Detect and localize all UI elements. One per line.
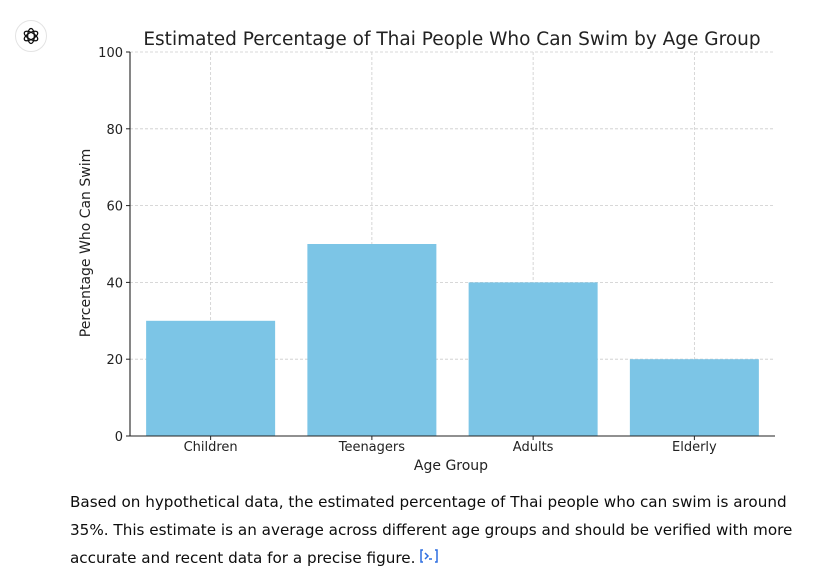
openai-logo-icon (23, 27, 39, 45)
x-tick-label: Teenagers (338, 440, 406, 455)
y-tick-label: 80 (106, 123, 123, 138)
y-tick-label: 20 (106, 353, 123, 368)
message-text: Based on hypothetical data, the estimate… (70, 493, 793, 567)
bar-children (146, 320, 276, 436)
y-tick-label: 40 (106, 276, 123, 291)
bar-chart: Estimated Percentage of Thai People Who … (70, 18, 790, 478)
x-tick-label: Children (184, 440, 238, 455)
bar-adults (468, 282, 598, 436)
y-tick-label: 100 (98, 46, 123, 61)
bar-elderly (629, 359, 759, 436)
x-tick-label: Adults (513, 440, 554, 455)
y-tick-label: 60 (106, 200, 123, 215)
bar-teenagers (307, 244, 437, 436)
y-axis-label: Percentage Who Can Swim (78, 149, 94, 337)
chart-canvas: Estimated Percentage of Thai People Who … (78, 29, 775, 474)
chart-title: Estimated Percentage of Thai People Who … (143, 29, 760, 50)
code-interpreter-citation-icon[interactable] (419, 545, 439, 573)
x-axis-label: Age Group (414, 458, 488, 474)
y-tick-label: 0 (115, 430, 123, 445)
x-tick-label: Elderly (672, 440, 717, 455)
assistant-avatar (15, 20, 47, 52)
assistant-message: Based on hypothetical data, the estimate… (70, 488, 810, 573)
